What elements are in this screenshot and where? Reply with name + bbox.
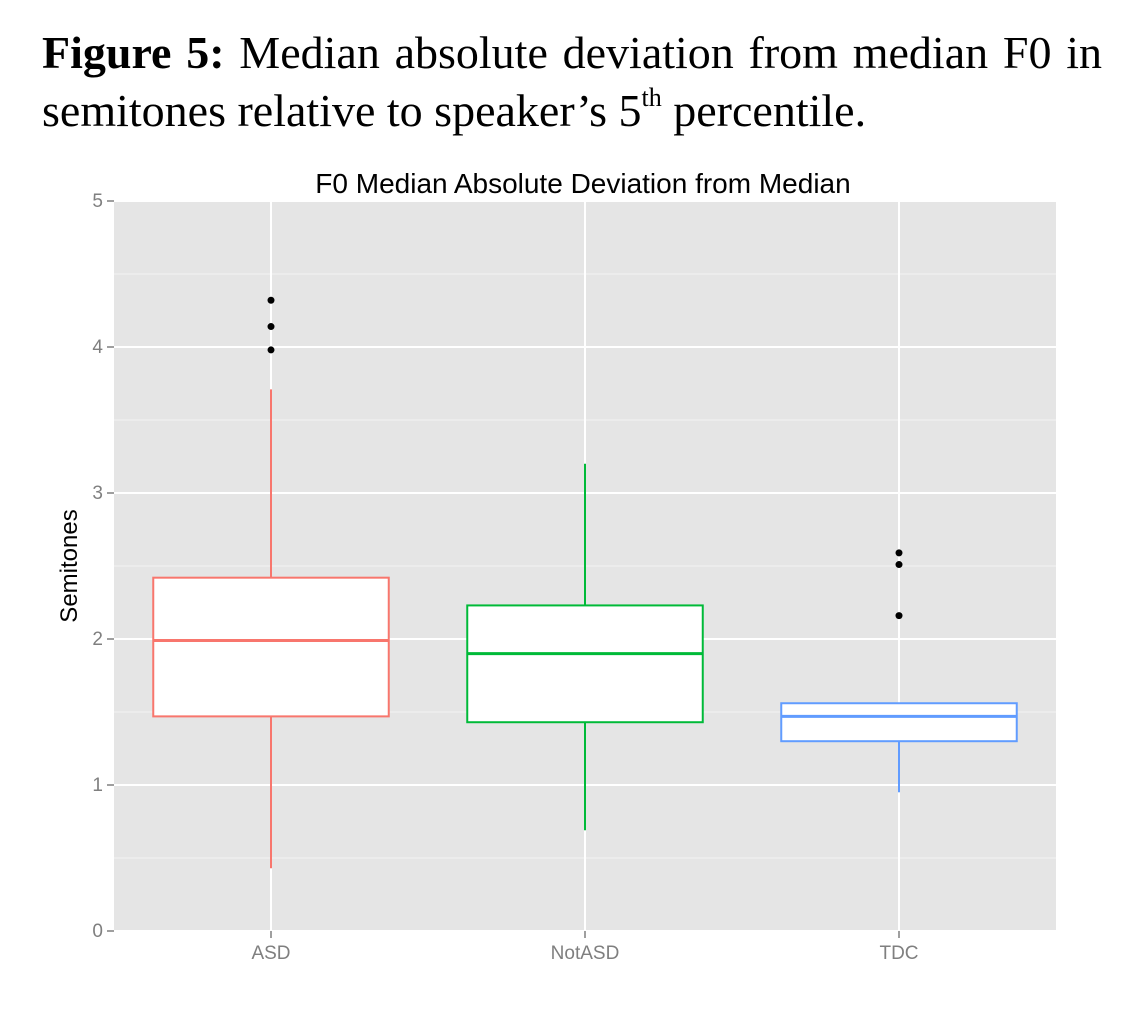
y-tick-label: 0 [92, 921, 103, 942]
caption-text-end: percentile. [661, 85, 867, 136]
y-tick-label: 1 [92, 775, 103, 796]
box-asd [152, 296, 390, 869]
chart-title: F0 Median Absolute Deviation from Median [315, 168, 850, 199]
iqr-box [152, 576, 390, 718]
y-tick-label: 5 [92, 191, 103, 212]
caption-superscript: th [641, 83, 662, 112]
x-tick-label: TDC [879, 943, 918, 964]
y-axis-title: Semitones [56, 509, 83, 622]
y-tick-label: 4 [92, 337, 103, 358]
figure-label: Figure 5: [42, 27, 225, 78]
figure-caption: Figure 5: Median absolute deviation from… [42, 24, 1102, 147]
outlier-point [267, 296, 275, 304]
x-tick-label: NotASD [551, 943, 620, 964]
iqr-box [466, 604, 704, 724]
iqr-box [780, 702, 1018, 743]
outlier-point [267, 323, 275, 331]
outlier-point [895, 561, 903, 569]
box-notasd [466, 463, 704, 831]
y-tick-label: 2 [92, 629, 103, 650]
caption-text: Median absolute deviation from median F0… [42, 27, 1102, 136]
boxes [152, 296, 1018, 869]
x-tick-label: ASD [251, 943, 290, 964]
x-axis: ASD NotASD TDC [251, 931, 919, 964]
box-tdc [780, 549, 1018, 793]
outlier-point [895, 612, 903, 620]
y-tick-label: 3 [92, 483, 103, 504]
outlier-point [267, 346, 275, 354]
outlier-point [895, 549, 903, 557]
y-axis: 0 1 2 3 4 5 [92, 191, 114, 942]
